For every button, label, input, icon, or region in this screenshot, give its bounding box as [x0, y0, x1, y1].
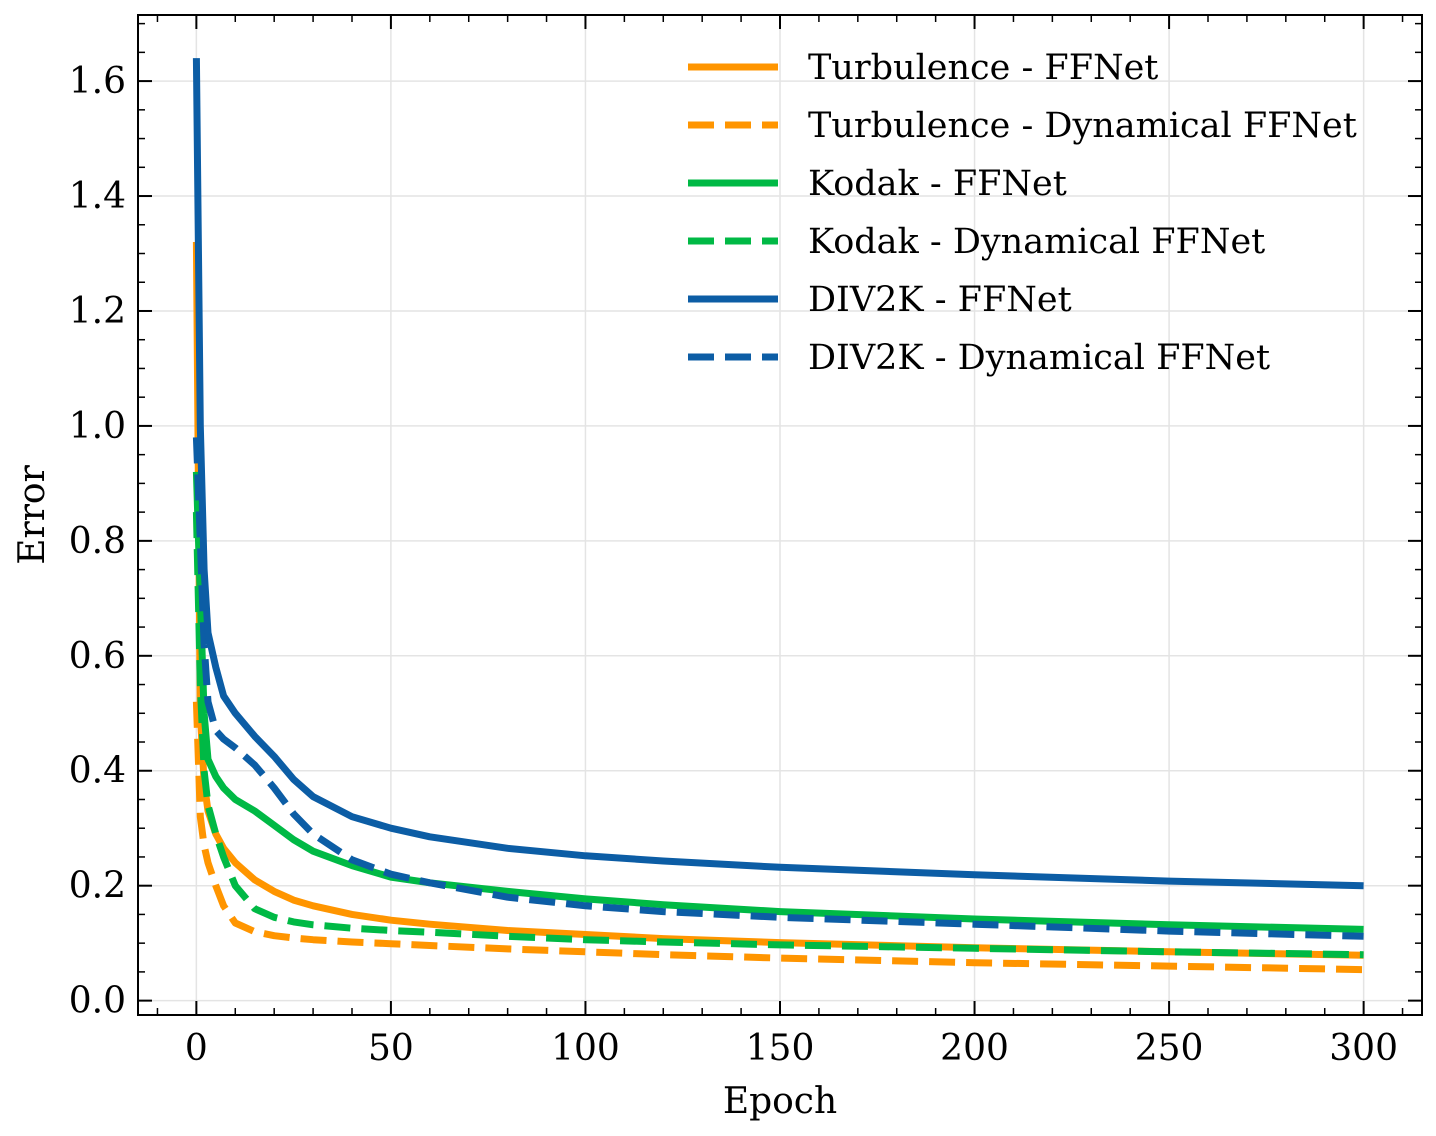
- legend-label-4: DIV2K - FFNet: [808, 280, 1072, 320]
- y-tick-label: 0.4: [69, 751, 126, 792]
- tick-labels: 0 50 100 150 200 250 300 0.0 0.2 0.4 0.6 0.8 1.0 1.2 1…: [69, 61, 1398, 1069]
- y-tick-label: 1.4: [69, 176, 126, 217]
- y-tick-label: 0.8: [69, 521, 126, 562]
- legend-label-3: Kodak - Dynamical FFNet: [808, 222, 1265, 262]
- series-line-3: [192, 512, 1364, 959]
- series-layer: [192, 58, 1364, 974]
- series-line-5: [192, 437, 1364, 940]
- y-tick-label: 1.0: [69, 406, 126, 447]
- x-tick-label: 300: [1329, 1028, 1398, 1069]
- x-tick-label: 50: [368, 1028, 414, 1069]
- axis-ticks: [138, 15, 1422, 1015]
- x-tick-label: 150: [746, 1028, 815, 1069]
- legend-label-1: Turbulence - Dynamical FFNet: [808, 106, 1357, 146]
- x-tick-label: 200: [940, 1028, 1009, 1069]
- series-line-1: [192, 701, 1364, 974]
- legend-label-5: DIV2K - Dynamical FFNet: [808, 338, 1270, 378]
- grid-lines: [138, 15, 1422, 1015]
- y-tick-label: 0.6: [69, 636, 126, 677]
- legend-label-2: Kodak - FFNet: [808, 164, 1067, 204]
- y-tick-label: 1.2: [69, 291, 126, 332]
- x-tick-label: 100: [551, 1028, 620, 1069]
- y-tick-label: 1.6: [69, 61, 126, 102]
- x-axis-label: Epoch: [723, 1081, 837, 1122]
- x-tick-label: 0: [185, 1028, 208, 1069]
- y-tick-label: 0.2: [69, 866, 126, 907]
- legend-label-0: Turbulence - FFNet: [808, 48, 1158, 88]
- y-axis-label: Error: [12, 464, 53, 564]
- series-line-4: [192, 58, 1364, 890]
- legend: Turbulence - FFNet Turbulence - Dynamical…: [688, 48, 1357, 378]
- y-tick-label: 0.0: [69, 981, 126, 1022]
- series-line-2: [192, 471, 1364, 933]
- x-tick-label: 250: [1135, 1028, 1204, 1069]
